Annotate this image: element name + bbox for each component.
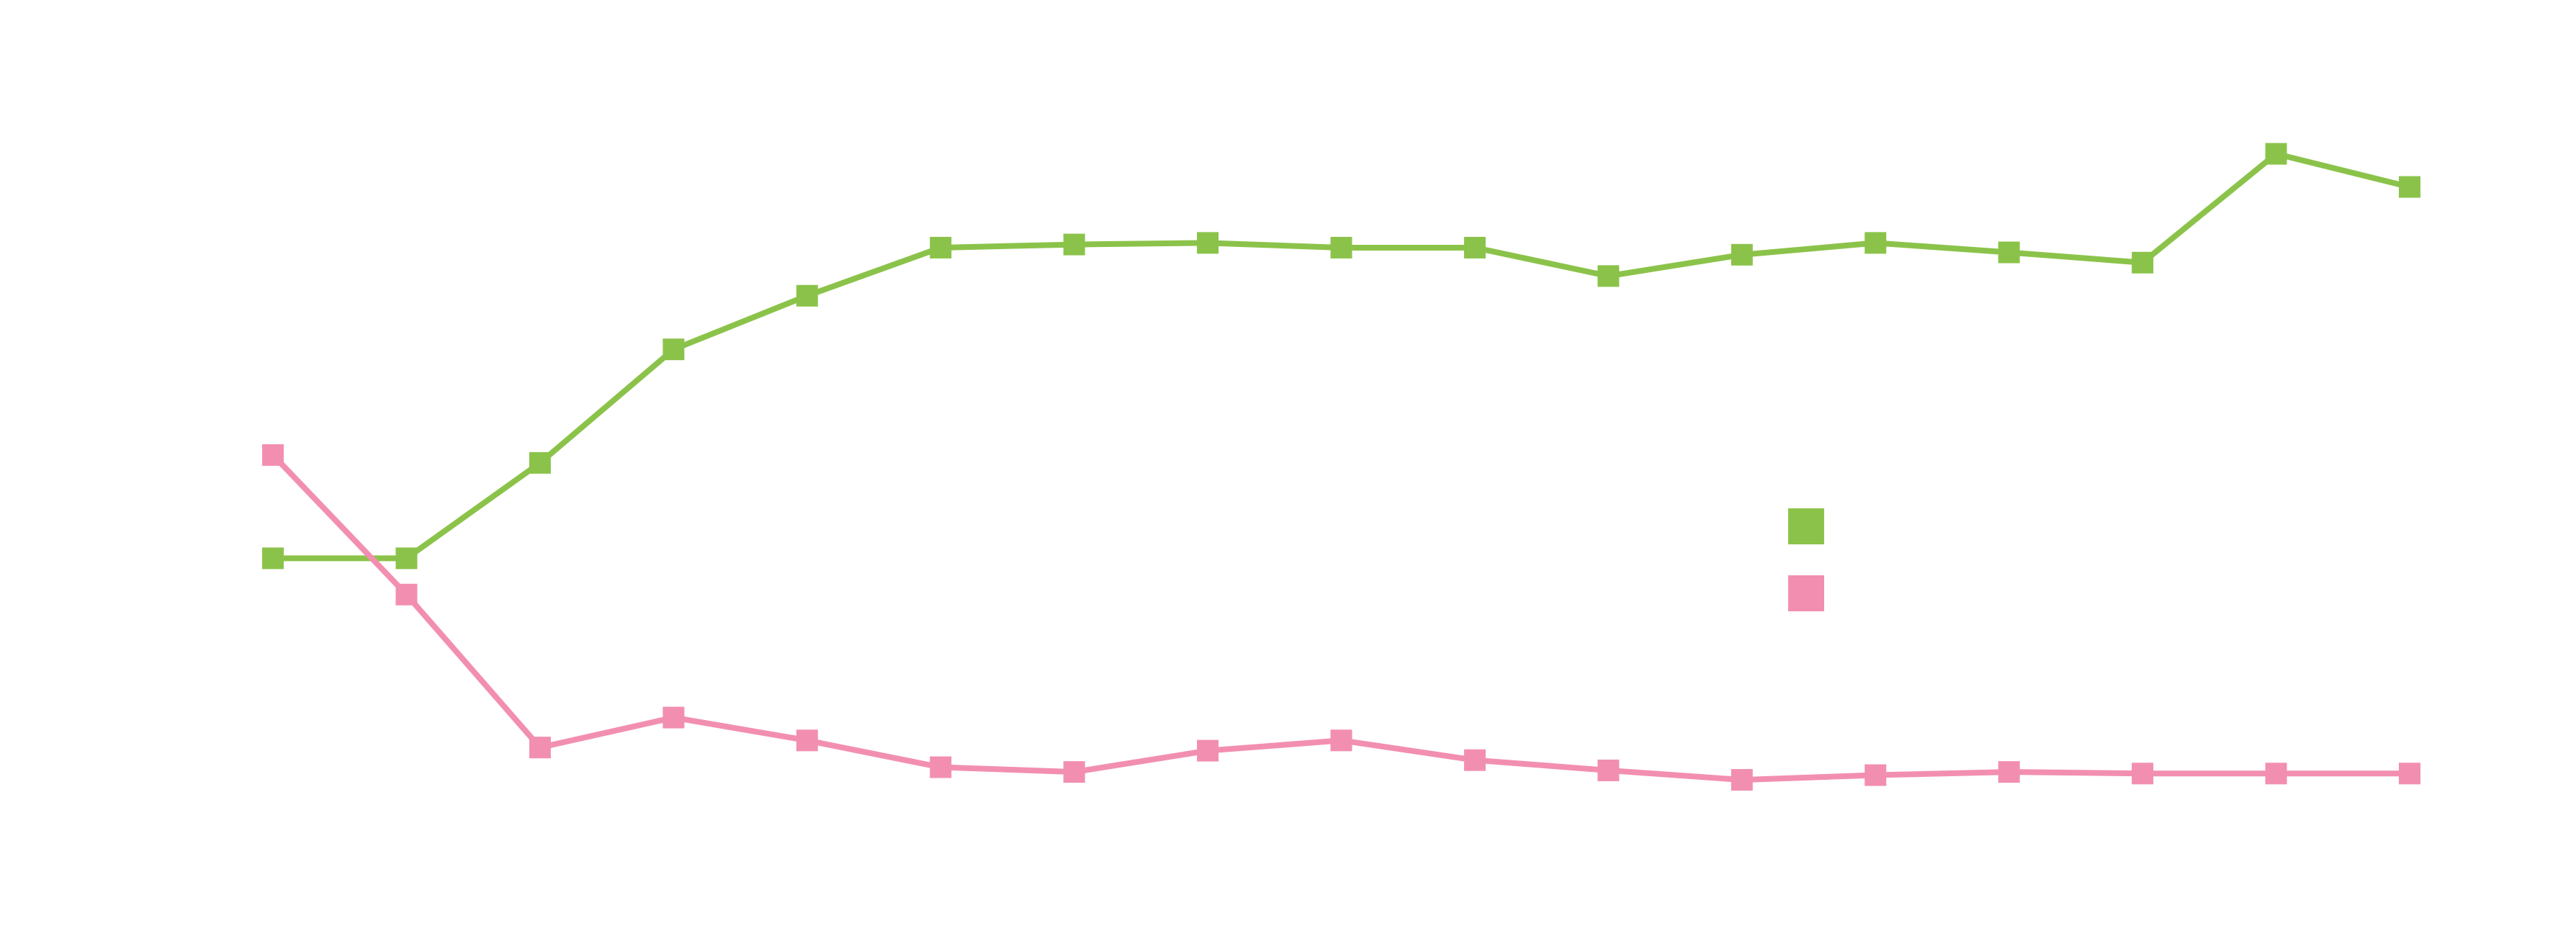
point-marker [395, 583, 418, 606]
point-marker [2265, 763, 2287, 785]
point-marker [1063, 233, 1085, 256]
point-marker [2399, 763, 2420, 785]
point-marker [529, 737, 551, 759]
point-marker [1864, 764, 1887, 786]
legend-swatch [1788, 508, 1824, 544]
point-marker [1197, 232, 1219, 254]
point-marker [1463, 749, 1486, 771]
point-marker [1597, 759, 1620, 781]
point-marker [1463, 236, 1486, 258]
point-marker [796, 284, 818, 307]
point-marker [930, 756, 952, 778]
point-marker [529, 451, 551, 474]
point-marker [1731, 243, 1753, 266]
series-line [273, 150, 2410, 562]
point-marker [1330, 236, 1352, 258]
point-marker [1063, 761, 1085, 783]
point-marker [395, 547, 418, 570]
point-marker [1597, 265, 1620, 287]
point-marker [1998, 241, 2020, 264]
point-marker [930, 236, 952, 258]
point-marker [2132, 251, 2154, 274]
point-marker [1330, 729, 1352, 752]
point-marker [663, 338, 685, 361]
point-marker [1731, 769, 1753, 791]
point-marker [262, 444, 284, 466]
point-marker [1197, 739, 1219, 762]
point-marker [663, 706, 685, 729]
point-marker [796, 729, 818, 752]
legend-swatch [1788, 575, 1824, 611]
point-marker [1864, 232, 1887, 254]
point-marker [262, 547, 284, 570]
point-marker [1998, 761, 2020, 783]
point-marker [2399, 176, 2420, 198]
point-marker [2265, 143, 2287, 165]
point-marker [2132, 763, 2154, 785]
